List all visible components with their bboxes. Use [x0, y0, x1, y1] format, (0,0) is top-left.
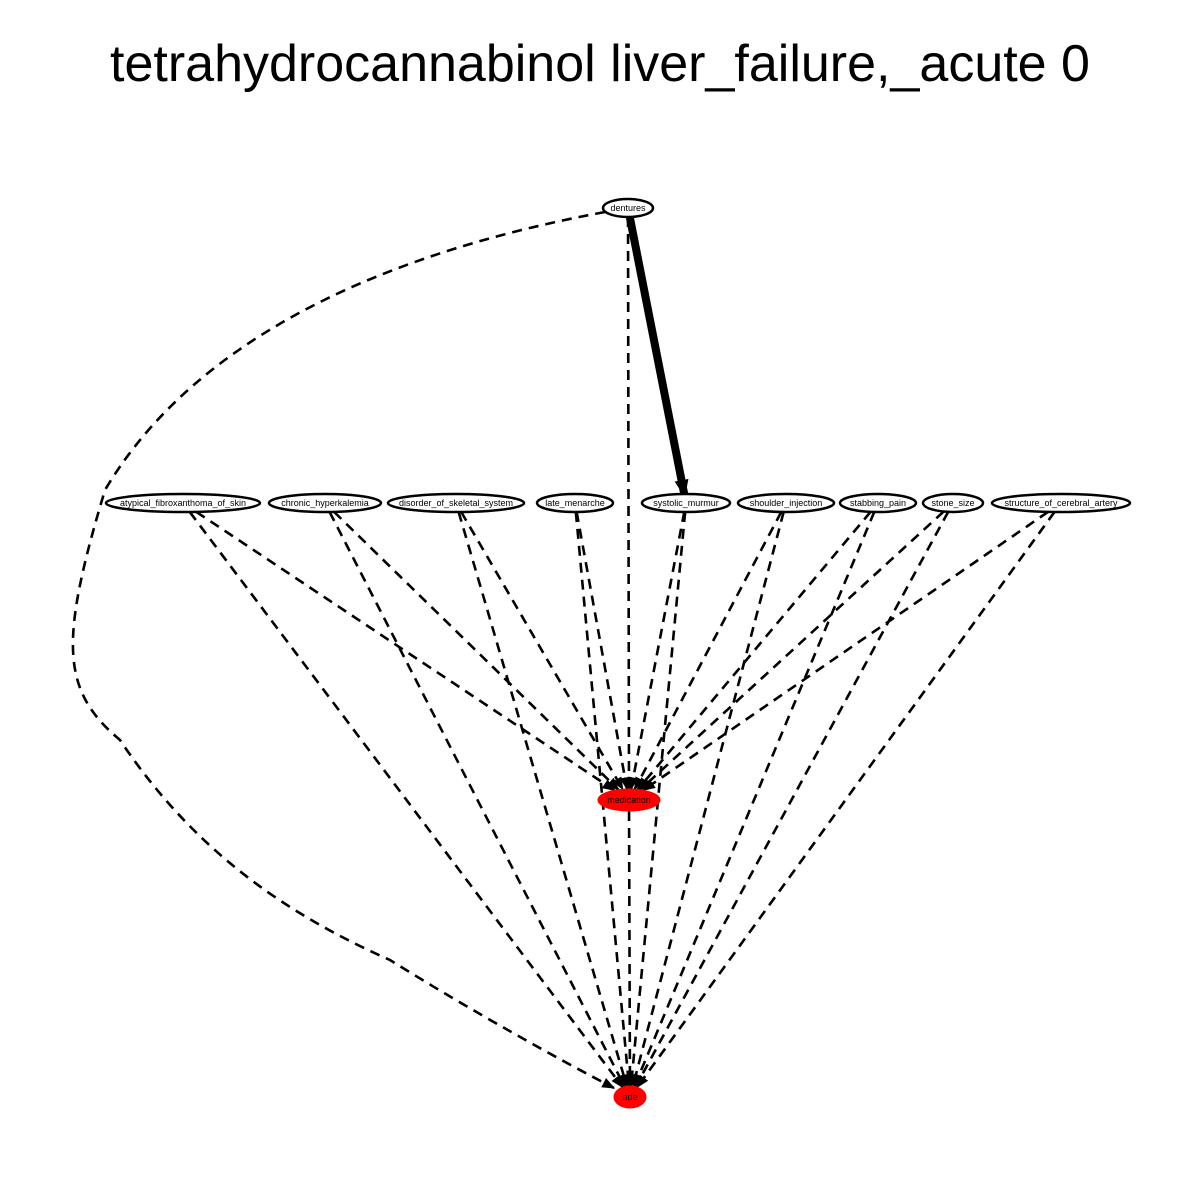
edge-dentures-to-medication — [623, 216, 635, 791]
edge-disorder_of_skeletal_system-to-medication — [460, 511, 624, 791]
edge-dentures-to-systolic_murmur — [625, 216, 689, 498]
edge-dentures-to-ade — [71, 210, 616, 1090]
edge-late_menarche-to-ade — [574, 511, 634, 1088]
node-label: disorder_of_skeletal_system — [399, 498, 513, 508]
node-stabbing_pain: stabbing_pain — [838, 492, 918, 514]
nodes-layer: dentures atypical_fibroxanthoma_of_skin ch… — [104, 197, 1132, 1109]
edge-systolic_murmur-to-medication — [628, 511, 686, 791]
node-shape — [104, 492, 262, 514]
edge-systolic_murmur-to-ade — [626, 511, 687, 1088]
node-shape — [267, 492, 383, 514]
node-label: systolic_murmur — [653, 498, 719, 508]
node-atypical_fibroxanthoma_of_skin: atypical_fibroxanthoma_of_skin — [104, 492, 262, 514]
edge-chronic_hyperkalemia-to-ade — [328, 511, 626, 1088]
node-shape — [386, 492, 526, 514]
node-shape — [535, 492, 615, 514]
node-structure_of_cerebral_artery: structure_of_cerebral_artery — [990, 492, 1132, 514]
node-shape — [597, 788, 661, 812]
edge-stabbing_pain-to-medication — [636, 510, 872, 791]
node-label: shoulder_injection — [750, 498, 823, 508]
edge-chronic_hyperkalemia-to-medication — [333, 510, 620, 791]
node-chronic_hyperkalemia: chronic_hyperkalemia — [267, 492, 383, 514]
edge-atypical_fibroxanthoma_of_skin-to-medication — [195, 510, 616, 792]
node-systolic_murmur: systolic_murmur — [640, 492, 732, 514]
node-shape — [736, 492, 836, 514]
edge-atypical_fibroxanthoma_of_skin-to-ade — [188, 511, 624, 1089]
node-shape — [838, 492, 918, 514]
node-label: chronic_hyperkalemia — [281, 498, 369, 508]
node-stone_size: stone_size — [921, 492, 985, 514]
node-label: stabbing_pain — [850, 498, 906, 508]
edge-shoulder_injection-to-medication — [633, 511, 783, 791]
edge-structure_of_cerebral_artery-to-ade — [636, 511, 1056, 1089]
node-ade: ade — [613, 1085, 647, 1109]
diagram-title: tetrahydrocannabinol liver_failure,_acut… — [110, 35, 1090, 93]
node-medication: medication — [597, 788, 661, 812]
edge-disorder_of_skeletal_system-to-ade — [457, 511, 629, 1088]
node-dentures: dentures — [601, 197, 655, 219]
node-label: late_menarche — [545, 498, 605, 508]
node-label: dentures — [610, 203, 646, 213]
node-shape — [921, 492, 985, 514]
node-label: atypical_fibroxanthoma_of_skin — [120, 498, 246, 508]
node-label: ade — [622, 1092, 637, 1102]
edges-layer — [71, 210, 1056, 1090]
node-disorder_of_skeletal_system: disorder_of_skeletal_system — [386, 492, 526, 514]
node-late_menarche: late_menarche — [535, 492, 615, 514]
edge-medication-to-ade — [624, 810, 636, 1088]
node-label: structure_of_cerebral_artery — [1004, 498, 1118, 508]
node-shape — [990, 492, 1132, 514]
edge-stabbing_pain-to-ade — [633, 511, 876, 1088]
edge-structure_of_cerebral_artery-to-medication — [642, 510, 1049, 792]
edge-shoulder_injection-to-ade — [630, 511, 785, 1088]
node-shape — [601, 197, 655, 219]
edge-stone_size-to-medication — [639, 510, 945, 791]
node-shoulder_injection: shoulder_injection — [736, 492, 836, 514]
edge-stone_size-to-ade — [634, 511, 950, 1088]
node-shape — [613, 1085, 647, 1109]
node-shape — [640, 492, 732, 514]
node-label: stone_size — [931, 498, 974, 508]
node-label: medication — [607, 795, 651, 805]
edge-late_menarche-to-medication — [575, 511, 631, 791]
